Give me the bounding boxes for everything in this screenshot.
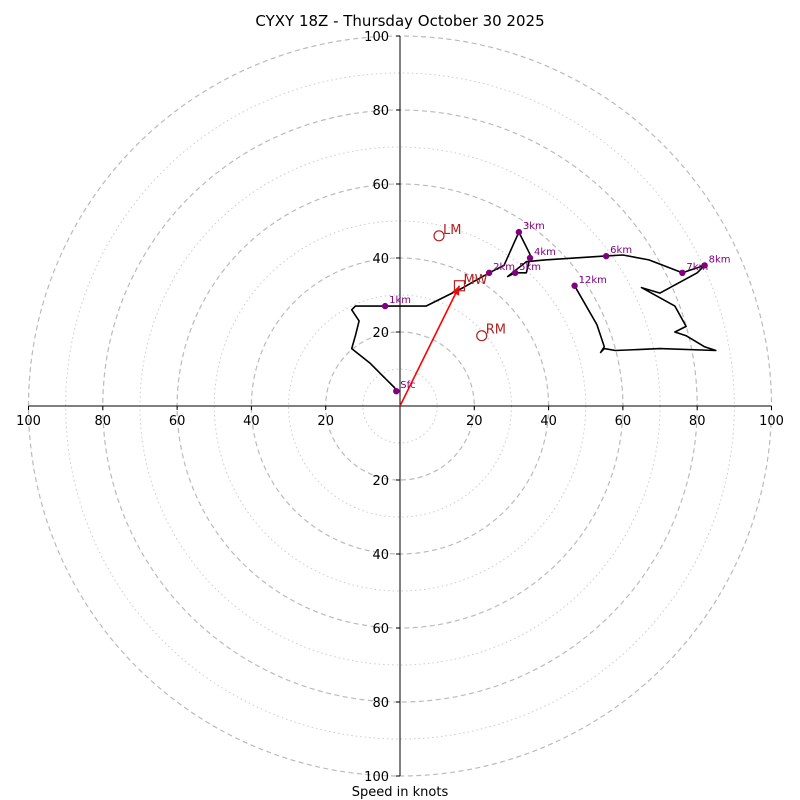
- y-tick-label: 60: [372, 178, 389, 193]
- x-tick-label: 100: [16, 414, 41, 429]
- height-label-3km: 3km: [523, 221, 545, 232]
- height-marker-5km: [511, 269, 519, 276]
- height-marker-2km: [485, 269, 493, 276]
- height-label-2km: 2km: [493, 262, 515, 273]
- x-tick-label: 40: [540, 414, 557, 429]
- height-label-5km: 5km: [519, 262, 541, 273]
- x-tick-label: 20: [317, 414, 334, 429]
- height-label-12km: 12km: [579, 275, 607, 286]
- storm-label-mw: MW: [463, 273, 487, 288]
- storm-marker-mw: [453, 280, 466, 292]
- y-tick-label: 100: [364, 30, 389, 45]
- storm-label-lm: LM: [443, 223, 461, 238]
- x-axis-label: Speed in knots: [352, 785, 449, 800]
- x-tick-label: 80: [95, 414, 112, 429]
- height-label-1km: 1km: [389, 295, 411, 306]
- height-marker-sfc: [393, 388, 400, 395]
- height-label-8km: 8km: [709, 254, 731, 265]
- height-marker-7km: [679, 269, 686, 276]
- height-marker-3km: [515, 228, 523, 236]
- chart-title: CYXY 18Z - Thursday October 30 2025: [255, 12, 544, 30]
- storm-label-rm: RM: [486, 323, 506, 338]
- y-tick-label: 40: [372, 548, 389, 563]
- height-label-6km: 6km: [610, 245, 632, 256]
- x-tick-label: 100: [759, 414, 784, 429]
- x-tick-label: 20: [466, 414, 483, 429]
- height-marker-1km: [381, 302, 389, 310]
- height-label-7km: 7km: [686, 262, 708, 273]
- tick-labels-layer: 100 80 60 40 20 20 40 60 80 100 100 80 60 40 20 20 40 60 8…: [16, 30, 784, 785]
- height-marker-8km: [701, 262, 708, 269]
- height-label-sfc: Sfc: [400, 380, 415, 391]
- y-tick-label: 20: [372, 474, 389, 489]
- mean-wind-vector: [399, 285, 461, 407]
- y-tick-label: 100: [364, 770, 389, 785]
- y-tick-label: 40: [372, 252, 389, 267]
- x-tick-label: 60: [169, 414, 186, 429]
- y-tick-label: 60: [372, 622, 389, 637]
- y-tick-label: 80: [372, 696, 389, 711]
- x-tick-label: 80: [689, 414, 706, 429]
- height-marker-4km: [526, 254, 534, 262]
- height-marker-12km: [571, 282, 578, 289]
- storm-marker-lm: [433, 230, 445, 242]
- x-tick-label: 40: [243, 414, 260, 429]
- storm-marker-rm: [476, 330, 488, 342]
- height-label-4km: 4km: [534, 247, 556, 258]
- storm-motion-layer: LM RM MW: [433, 223, 506, 342]
- y-tick-label: 20: [372, 326, 389, 341]
- height-marker-6km: [602, 252, 610, 260]
- y-tick-label: 80: [372, 104, 389, 119]
- wind-profile-line: [350, 231, 717, 392]
- x-tick-label: 60: [615, 414, 632, 429]
